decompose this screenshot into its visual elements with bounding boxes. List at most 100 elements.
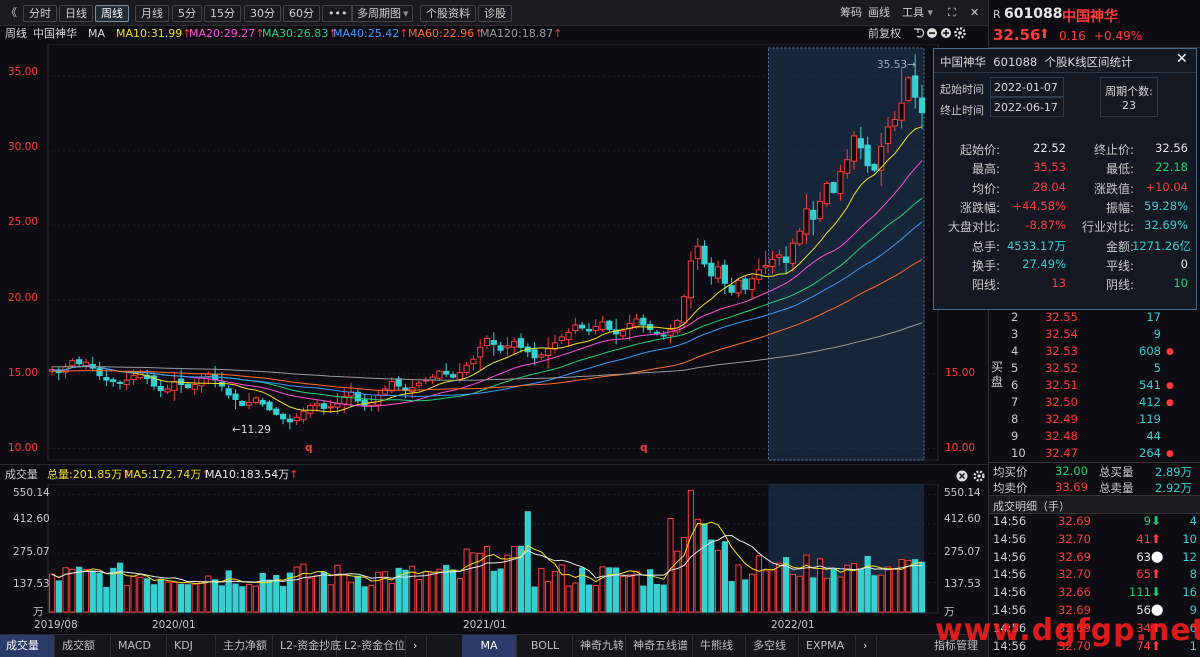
start-time-field[interactable]: 2022-01-07 xyxy=(990,77,1064,97)
volume-axis-label-right: 137.53 xyxy=(944,578,981,590)
q-marker[interactable]: q xyxy=(305,442,313,454)
bid-row[interactable]: 5 32.52 5 xyxy=(989,361,1200,379)
tab-turnover[interactable]: 成交额 xyxy=(56,635,111,657)
indicator-manage-button[interactable]: 指标管理 xyxy=(934,639,978,652)
candle-body xyxy=(246,401,253,406)
candle-body xyxy=(810,209,817,220)
tab-main-net[interactable]: 主力净额 xyxy=(217,635,273,657)
popup-header: 中国神华 601088 个股K线区间统计 ✕ xyxy=(934,49,1196,73)
volume-bar xyxy=(728,581,735,613)
volume-axis-label: 412.60 xyxy=(13,513,50,525)
tab-l2-bottom[interactable]: L2-资金抄底 xyxy=(274,635,341,657)
volume-bar xyxy=(137,576,144,613)
bid-row[interactable]: 9 32.48 44 xyxy=(989,429,1200,447)
trade-count: 8 xyxy=(1189,567,1197,582)
tab-30min[interactable]: 30分 xyxy=(244,5,281,22)
candle-body xyxy=(633,318,640,327)
tab-l2-position[interactable]: L2-资金仓位 xyxy=(338,635,406,657)
bid-row[interactable]: 7 32.50 412 ● xyxy=(989,395,1200,413)
volume-axis-label-right: 412.60 xyxy=(944,513,981,525)
tab-magic-nine[interactable]: 神奇九转 xyxy=(574,635,626,657)
tab-boll[interactable]: BOLL xyxy=(518,635,573,657)
ma-label[interactable]: MA xyxy=(88,27,106,40)
price-axis-label: 15.00 xyxy=(8,367,39,379)
tab-60min[interactable]: 60分 xyxy=(283,5,320,22)
bid-row[interactable]: 10 32.47 264 ● xyxy=(989,446,1200,464)
ma30-arrow: ↑ xyxy=(328,27,338,40)
tab-intraday[interactable]: 分时 xyxy=(23,5,57,22)
candle-body xyxy=(266,401,273,411)
trade-count: 1 xyxy=(1189,638,1197,653)
zoom-out-icon[interactable] xyxy=(927,28,937,38)
tab-bull-bear-line[interactable]: 牛熊线 xyxy=(694,635,746,657)
candle-body xyxy=(483,337,491,347)
tab-daily[interactable]: 日线 xyxy=(59,5,93,22)
undo-icon[interactable] xyxy=(914,28,925,38)
volume-bar xyxy=(748,573,756,613)
up-arrow-icon: ⬆ xyxy=(1151,531,1162,546)
bid-dot-icon: ● xyxy=(1166,449,1174,459)
back-button[interactable]: 《 xyxy=(6,6,17,19)
bid-row[interactable]: 4 32.53 608 ● xyxy=(989,344,1200,362)
ma120-text: MA120:18.87 xyxy=(480,27,554,40)
bid-level: 3 xyxy=(1011,327,1019,341)
candle-body xyxy=(232,393,239,400)
candle-body xyxy=(279,413,287,420)
tab-long-short-line[interactable]: 多空线 xyxy=(747,635,799,657)
volume-bar xyxy=(415,578,423,613)
tab-weekly[interactable]: 周线 xyxy=(95,5,129,22)
stat-value: +44.58% xyxy=(1012,198,1067,213)
candle-body xyxy=(130,375,137,380)
tab-magic-five-line[interactable]: 神奇五线谱 xyxy=(627,635,693,657)
tools-button[interactable]: 工具 ▾ xyxy=(902,5,933,22)
bid-row[interactable]: 2 32.55 17 xyxy=(989,310,1200,328)
end-time-field[interactable]: 2022-06-17 xyxy=(990,97,1064,117)
close-circle-icon[interactable] xyxy=(956,470,968,482)
tab-macd[interactable]: MACD xyxy=(112,635,167,657)
candle-body xyxy=(844,159,851,174)
volume-bar xyxy=(891,568,898,613)
bid-row[interactable]: 8 32.49 119 xyxy=(989,412,1200,430)
chevron-right-icon[interactable]: › xyxy=(857,635,877,657)
order-book-bids: 买盘 2 32.55 17 3 32.54 9 4 32.53 608 ● 5 32.52 5 6 32.5… xyxy=(989,308,1200,463)
chip-button[interactable]: 筹码 xyxy=(840,6,862,19)
bid-row[interactable]: 6 32.51 541 ● xyxy=(989,378,1200,396)
bid-row[interactable]: 3 32.54 9 xyxy=(989,327,1200,345)
draw-line-button[interactable]: 画线 xyxy=(868,6,890,19)
fullscreen-icon[interactable]: ⛶ xyxy=(948,6,956,19)
volume-bar xyxy=(558,564,565,613)
stock-info-button[interactable]: 个股资料 xyxy=(420,5,476,22)
tab-expma[interactable]: EXPMA xyxy=(800,635,856,657)
more-periods-button[interactable]: ••• xyxy=(322,5,354,22)
time-axis-label: 2022/01 xyxy=(771,619,815,631)
settings-gear-icon[interactable] xyxy=(954,27,966,39)
settings-gear-icon[interactable] xyxy=(973,470,985,482)
volume-chart[interactable] xyxy=(0,484,988,614)
tab-volume[interactable]: 成交量 xyxy=(0,635,55,657)
price-chart[interactable] xyxy=(0,44,988,464)
popup-title: 中国神华 601088 个股K线区间统计 xyxy=(940,55,1133,69)
close-icon[interactable]: ✕ xyxy=(1176,51,1188,67)
tab-ma[interactable]: MA xyxy=(462,635,517,657)
diagnose-button[interactable]: 诊股 xyxy=(478,5,512,22)
tab-5min[interactable]: 5分 xyxy=(172,5,202,22)
tab-15min[interactable]: 15分 xyxy=(204,5,241,22)
q-marker[interactable]: q xyxy=(640,442,648,454)
high-price-value: 35.53 xyxy=(877,59,908,71)
volume-panel[interactable]: 成交量 总量:201.85万↑ MA5:172.74万↑ MA10:183.54… xyxy=(0,464,988,634)
volume-total-arrow: ↑ xyxy=(122,468,132,481)
volume-bar xyxy=(116,562,124,613)
multi-period-dropdown[interactable]: 多周期图 ▾ xyxy=(351,5,413,22)
volume-bar xyxy=(69,568,76,613)
ma60-value: MA60:22.96↑ xyxy=(408,26,483,41)
candle-body xyxy=(871,163,878,171)
chevron-right-icon[interactable]: › xyxy=(407,635,427,657)
close-icon[interactable]: ✕ xyxy=(970,6,980,19)
candle-body xyxy=(327,406,334,409)
candle-body xyxy=(701,245,708,265)
price-chart-panel[interactable]: 35.00 30.00 25.00 20.00 15.00 10.00 15.0… xyxy=(0,44,988,464)
tab-kdj[interactable]: KDJ xyxy=(168,635,216,657)
zoom-in-icon[interactable] xyxy=(941,28,951,38)
restore-button[interactable]: 前复权 xyxy=(868,27,901,40)
tab-monthly[interactable]: 月线 xyxy=(135,5,169,22)
